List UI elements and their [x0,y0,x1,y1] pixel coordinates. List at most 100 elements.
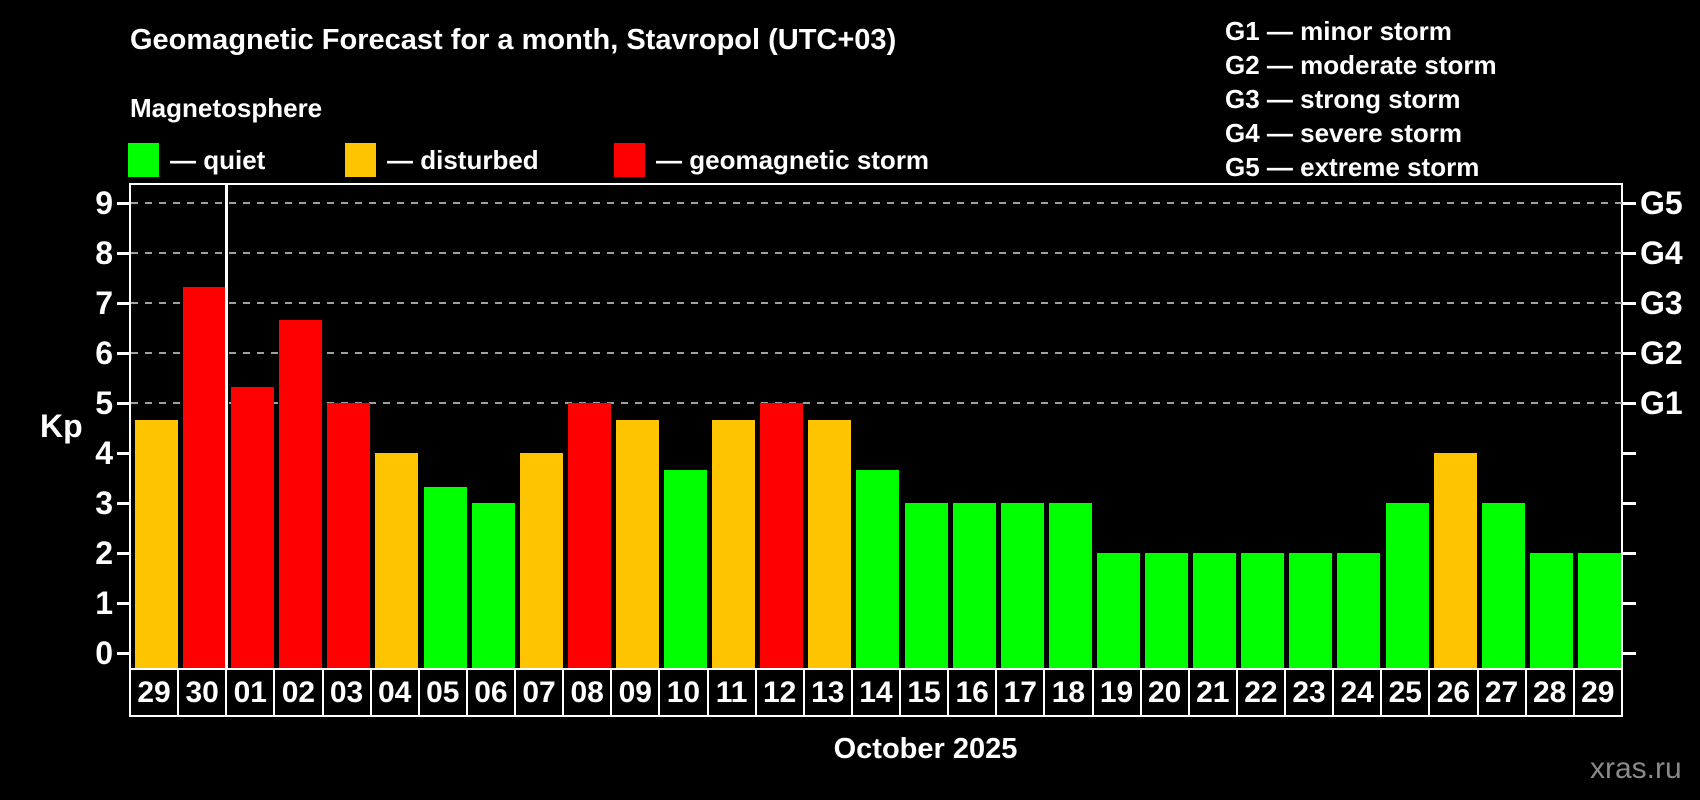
kp-bar-day-29 [1577,553,1621,668]
day-label-20: 20 [1142,670,1190,715]
y-tick-label-8: 8 [95,235,113,271]
day-label-26: 26 [1430,670,1479,715]
y-tick-label-2: 2 [95,535,113,571]
y-axis-tick-1 [117,602,129,605]
kp-bar-day-13 [808,419,852,668]
plot-border-left [129,183,131,668]
day-label-28: 28 [1527,670,1575,715]
gridline-kp-8 [131,252,1622,254]
right-axis-tick-8 [1623,252,1636,255]
kp-bar-day-09 [615,419,659,668]
g-legend-line-g3: G3 — strong storm [1225,84,1461,114]
kp-bar-day-14 [856,469,900,668]
right-axis-tick-3 [1623,502,1636,505]
y-tick-label-3: 3 [95,485,113,521]
day-label-15: 15 [901,670,950,715]
x-axis-title: October 2025 [833,733,1018,765]
day-label-05: 05 [420,670,468,715]
day-label-16: 16 [949,670,998,715]
legend-item-quiet: — quiet [128,142,265,178]
day-label-19: 19 [1094,670,1142,715]
kp-bar-day-17 [1000,503,1044,668]
kp-bar-day-15 [904,503,948,668]
y-tick-label-1: 1 [95,585,113,621]
kp-bar-day-26 [1433,453,1477,668]
kp-bar-day-05 [423,486,467,668]
kp-bar-day-12 [760,403,804,668]
quiet-color-swatch [128,143,159,177]
legend-item-disturbed: — disturbed [345,142,539,178]
gridline-kp-5 [131,402,1622,404]
y-tick-label-6: 6 [95,335,113,371]
y-axis-tick-3 [117,502,129,505]
kp-bar-day-18 [1048,503,1092,668]
legend-item-storm: — geomagnetic storm [614,142,929,178]
y-axis-tick-7 [117,302,129,305]
y-axis-tick-4 [117,452,129,455]
day-label-22: 22 [1238,670,1286,715]
g-level-label-g1: G1 [1640,385,1683,421]
day-label-04: 04 [372,670,420,715]
day-label-09: 09 [612,670,661,715]
day-label-01: 01 [227,670,276,715]
day-label-18: 18 [1045,670,1094,715]
kp-bar-day-30 [183,286,227,668]
kp-bar-day-29 [135,419,178,668]
right-axis-tick-1 [1623,602,1636,605]
day-label-29: 29 [1581,675,1615,709]
g-level-label-g5: G5 [1640,185,1683,221]
plot-border-right [1621,183,1623,668]
day-label-08: 08 [564,670,613,715]
month-separator-line [225,183,229,668]
plot-border-top [129,183,1623,185]
y-tick-label-7: 7 [95,285,113,321]
kp-bar-day-27 [1481,503,1525,668]
g-legend-line-g5: G5 — extreme storm [1225,152,1480,182]
g-level-label-g4: G4 [1640,235,1683,271]
day-label-27: 27 [1479,670,1527,715]
kp-bar-day-24 [1337,553,1381,668]
day-label-24: 24 [1334,670,1383,715]
y-axis-tick-6 [117,352,129,355]
day-label-07: 07 [516,670,565,715]
day-label-30: 30 [179,670,228,715]
day-label-11: 11 [709,670,757,715]
day-label-14: 14 [853,670,901,715]
kp-bar-day-03 [327,403,371,668]
kp-bar-day-06 [471,503,515,668]
legend-label-quiet: — quiet [170,144,266,175]
kp-bar-day-20 [1145,553,1189,668]
day-label-25: 25 [1382,670,1431,715]
y-axis-tick-8 [117,252,129,255]
g-legend-line-g2: G2 — moderate storm [1225,50,1497,80]
y-tick-label-5: 5 [95,385,113,421]
chart-title: Geomagnetic Forecast for a month, Stavro… [130,24,897,56]
day-label-06: 06 [468,670,516,715]
day-label-02: 02 [275,670,324,715]
kp-bar-day-01 [231,386,275,668]
right-axis-tick-4 [1623,452,1636,455]
right-axis-tick-7 [1623,302,1636,305]
kp-bar-day-08 [567,403,611,668]
disturbed-color-swatch [345,143,376,177]
y-axis-tick-9 [117,202,129,205]
day-label-10: 10 [660,670,709,715]
kp-bar-day-04 [375,453,419,668]
y-tick-label-9: 9 [95,185,113,221]
day-label-21: 21 [1190,670,1238,715]
day-label-29: 29 [131,670,180,715]
kp-bar-day-19 [1096,553,1140,668]
kp-bar-day-21 [1193,553,1237,668]
right-axis-tick-6 [1623,352,1636,355]
day-label-03: 03 [324,670,372,715]
legend-label-storm: — geomagnetic storm [656,144,930,175]
gridline-kp-7 [131,302,1622,304]
watermark: xras.ru [1590,752,1682,785]
y-axis-tick-2 [117,552,129,555]
kp-bar-day-10 [664,469,708,668]
kp-bar-day-22 [1241,553,1285,668]
chart-subtitle: Magnetosphere [130,93,323,123]
kp-bar-day-28 [1529,553,1573,668]
gridline-kp-6 [131,352,1622,354]
